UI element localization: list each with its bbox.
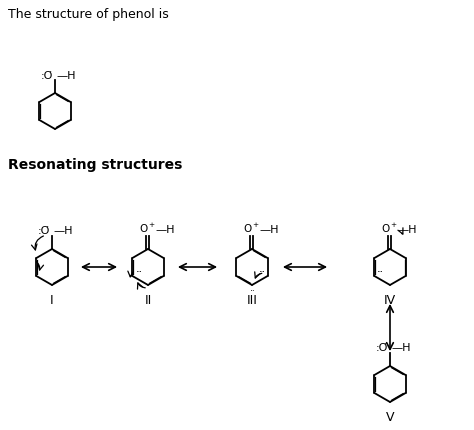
Text: Resonating structures: Resonating structures (8, 158, 182, 172)
Text: $\mathdefault{O}^+$: $\mathdefault{O}^+$ (382, 221, 399, 234)
Text: —H: —H (391, 342, 410, 352)
Text: V: V (386, 410, 394, 423)
Text: —H: —H (155, 224, 174, 234)
Text: ¨: ¨ (136, 270, 142, 283)
Text: $\mathdefault{O}^+$: $\mathdefault{O}^+$ (139, 221, 156, 234)
Text: I: I (50, 293, 54, 306)
Text: $\mathdefault{O}^+$: $\mathdefault{O}^+$ (244, 221, 261, 234)
Text: —H: —H (397, 224, 417, 234)
Text: III: III (246, 293, 257, 306)
Text: —H: —H (56, 71, 75, 81)
Text: —H: —H (53, 225, 73, 236)
Text: :Ö: :Ö (41, 71, 53, 81)
Text: :Ö: :Ö (37, 225, 50, 236)
Text: ¨: ¨ (250, 289, 255, 299)
Text: :Ö: :Ö (375, 342, 388, 352)
Text: II: II (145, 293, 152, 306)
Text: —H: —H (259, 224, 279, 234)
Text: IV: IV (384, 293, 396, 306)
Text: ¨: ¨ (258, 270, 264, 283)
Text: The structure of phenol is: The structure of phenol is (8, 8, 169, 21)
Text: ¨: ¨ (376, 270, 383, 283)
